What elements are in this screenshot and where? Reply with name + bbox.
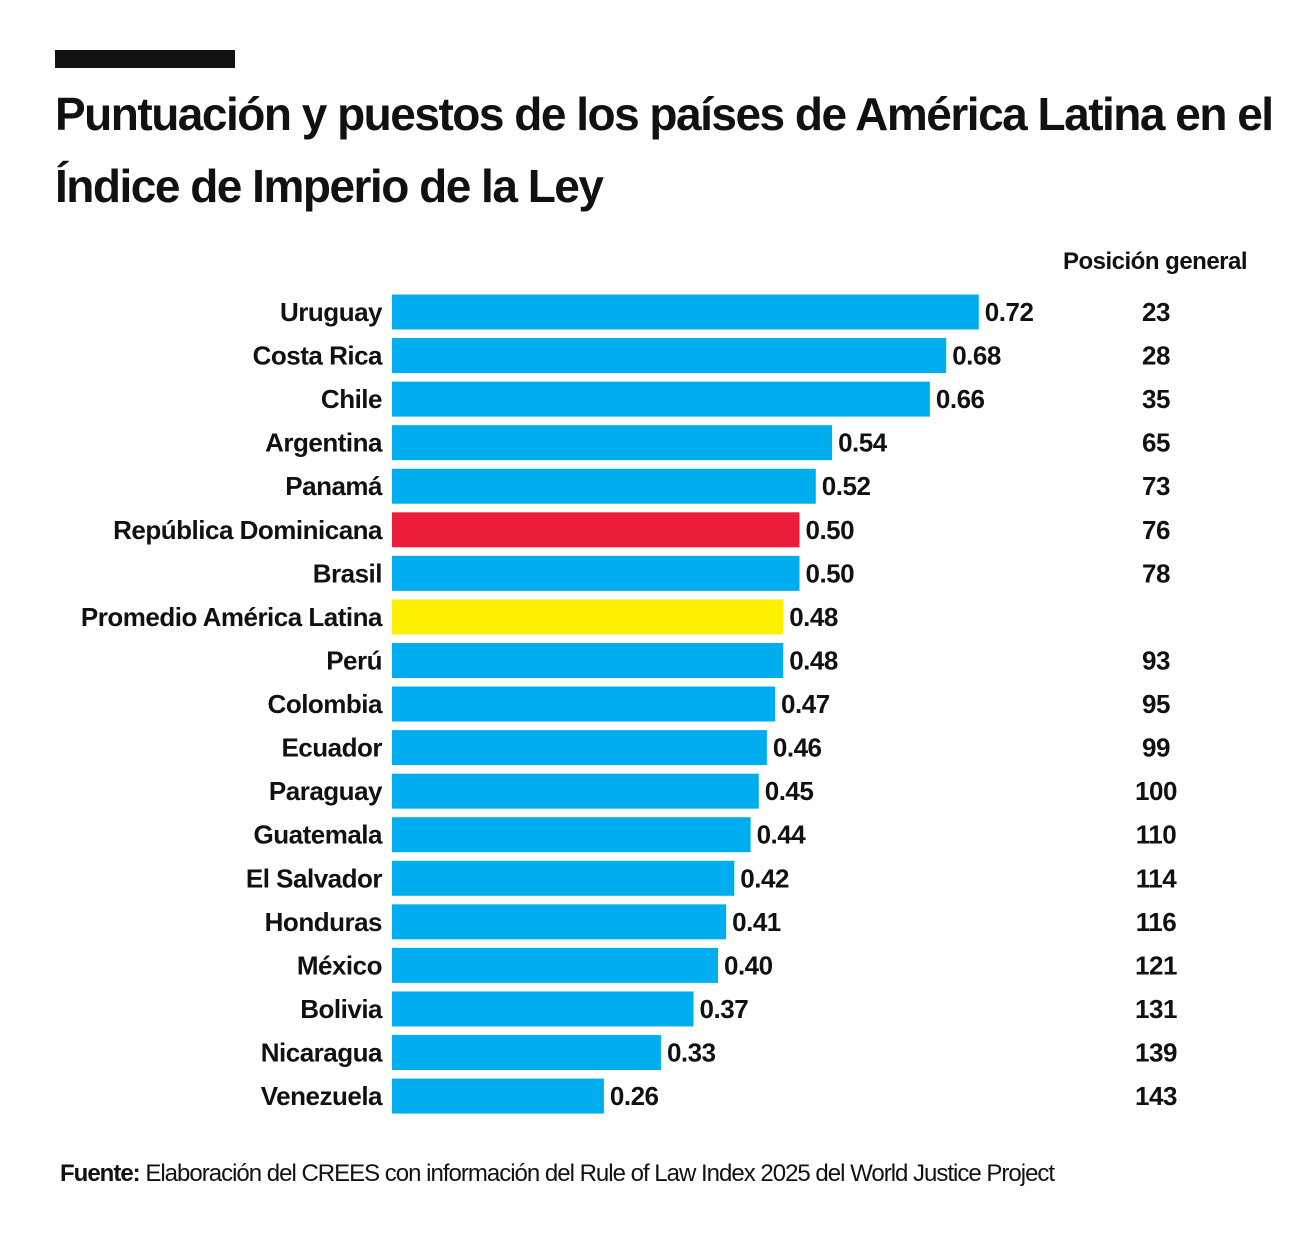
rank-label: 78 [1142, 558, 1170, 588]
bar [392, 425, 833, 461]
rank-label: 93 [1142, 645, 1170, 675]
value-label: 0.48 [789, 602, 838, 632]
rank-label: 65 [1142, 428, 1170, 458]
category-label: Guatemala [254, 820, 383, 850]
source-text: Elaboración del CREES con información de… [139, 1160, 1055, 1187]
rank-label: 23 [1142, 297, 1170, 327]
rank-label: 76 [1142, 515, 1170, 545]
bar [392, 599, 784, 635]
source-note: Fuente: Elaboración del CREES con inform… [60, 1160, 1055, 1188]
rank-label: 99 [1142, 733, 1170, 763]
category-label: Panamá [285, 471, 383, 501]
value-label: 0.26 [610, 1081, 659, 1111]
rank-label: 28 [1142, 341, 1170, 371]
rank-label: 100 [1135, 776, 1177, 806]
category-label: México [297, 950, 382, 980]
category-label: Honduras [265, 907, 382, 937]
bar [392, 381, 930, 417]
bar [392, 468, 816, 504]
rank-label: 35 [1142, 384, 1170, 414]
value-label: 0.68 [952, 341, 1001, 371]
source-label: Fuente: [60, 1160, 141, 1187]
value-label: 0.52 [822, 471, 871, 501]
value-label: 0.40 [724, 950, 773, 980]
category-label: Brasil [313, 558, 382, 588]
category-label: Uruguay [280, 297, 383, 327]
bar [392, 947, 718, 983]
bar [392, 686, 776, 722]
bar [392, 1035, 661, 1071]
bar [392, 294, 979, 330]
bar [392, 773, 759, 809]
bar [392, 860, 735, 896]
rank-label: 116 [1136, 907, 1176, 937]
value-label: 0.44 [757, 820, 807, 850]
value-label: 0.72 [985, 297, 1034, 327]
category-label: Chile [321, 384, 382, 414]
bar [392, 555, 800, 591]
bar [392, 991, 694, 1027]
value-label: 0.33 [667, 1038, 716, 1068]
category-label: Nicaragua [261, 1038, 383, 1068]
category-label: Colombia [268, 689, 383, 719]
category-label: Perú [326, 645, 382, 675]
rank-label: 139 [1135, 1038, 1177, 1068]
category-label: Bolivia [300, 994, 383, 1024]
bar [392, 642, 784, 678]
rank-label: 73 [1142, 471, 1170, 501]
value-label: 0.54 [838, 428, 888, 458]
rank-label: 131 [1135, 994, 1177, 1024]
chart-title: Puntuación y puestos de los países de Am… [55, 88, 1274, 212]
category-label: Ecuador [281, 733, 382, 763]
rank-label: 95 [1142, 689, 1170, 719]
category-label: El Salvador [246, 863, 382, 893]
category-label: Paraguay [269, 776, 383, 806]
value-label: 0.41 [732, 907, 781, 937]
bar [392, 338, 947, 374]
category-label: Venezuela [261, 1081, 383, 1111]
category-label: Costa Rica [253, 341, 383, 371]
rank-label: 114 [1136, 863, 1177, 893]
bar [392, 817, 751, 853]
category-label: Argentina [265, 428, 383, 458]
rank-column-header: Posición general [1062, 248, 1248, 275]
category-label: República Dominicana [113, 515, 383, 545]
value-label: 0.66 [936, 384, 985, 414]
rank-label: 121 [1135, 950, 1177, 980]
value-label: 0.37 [700, 994, 749, 1024]
rank-label: 143 [1135, 1081, 1177, 1111]
category-label: Promedio América Latina [81, 602, 383, 632]
bar [392, 512, 800, 548]
value-label: 0.46 [773, 733, 822, 763]
value-label: 0.42 [740, 863, 789, 893]
value-label: 0.50 [806, 515, 855, 545]
value-label: 0.50 [806, 558, 855, 588]
decorative-title-bar [55, 50, 235, 68]
value-label: 0.47 [781, 689, 830, 719]
bar [392, 730, 767, 766]
bar [392, 1078, 604, 1114]
rank-label: 110 [1136, 820, 1176, 850]
value-label: 0.48 [789, 645, 838, 675]
bar [392, 904, 727, 940]
value-label: 0.45 [765, 776, 814, 806]
